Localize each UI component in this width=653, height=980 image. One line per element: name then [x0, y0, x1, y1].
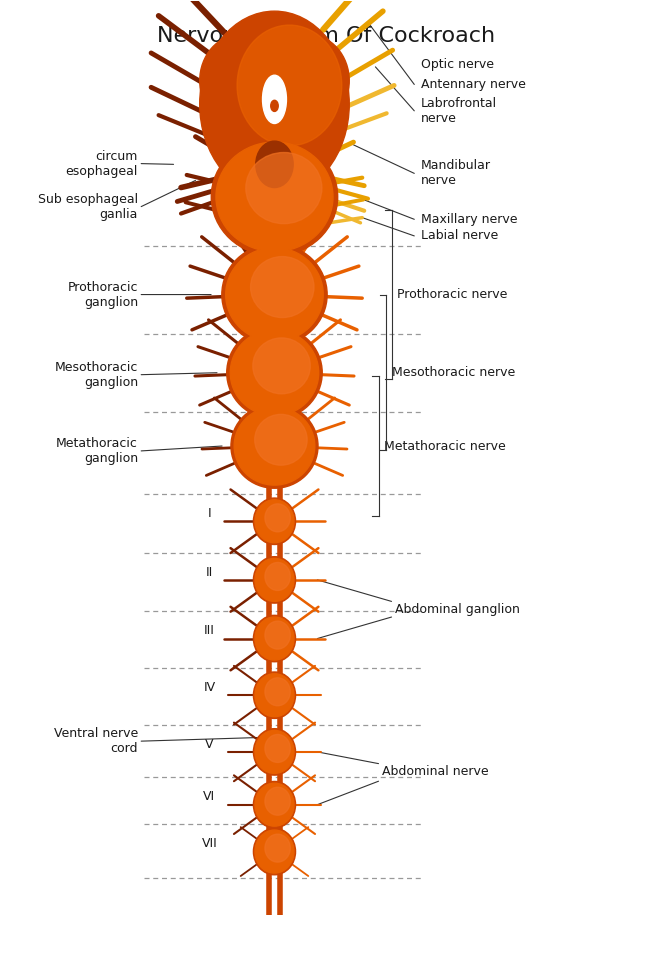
Text: I: I	[208, 507, 212, 520]
Ellipse shape	[231, 404, 318, 488]
Text: VI: VI	[203, 790, 215, 804]
Ellipse shape	[265, 504, 291, 532]
Ellipse shape	[271, 100, 278, 112]
Ellipse shape	[222, 244, 327, 345]
Ellipse shape	[253, 557, 296, 603]
Ellipse shape	[246, 153, 322, 223]
Text: Metathoracic
ganglion: Metathoracic ganglion	[56, 437, 138, 465]
Text: II: II	[206, 565, 213, 578]
Text: Prothoracic
ganglion: Prothoracic ganglion	[67, 280, 138, 309]
Ellipse shape	[253, 338, 310, 394]
Text: Antennary nerve: Antennary nerve	[421, 78, 526, 91]
Ellipse shape	[253, 672, 296, 718]
Ellipse shape	[265, 787, 291, 815]
Text: Optic nerve: Optic nerve	[421, 59, 494, 72]
Ellipse shape	[255, 783, 294, 826]
Text: V: V	[205, 738, 214, 751]
Ellipse shape	[251, 257, 314, 318]
Ellipse shape	[265, 734, 291, 762]
Text: circum
esophageal: circum esophageal	[65, 150, 138, 177]
Ellipse shape	[227, 326, 322, 419]
Ellipse shape	[234, 407, 315, 485]
Text: Sub esophageal
ganlia: Sub esophageal ganlia	[38, 193, 138, 220]
Ellipse shape	[255, 617, 294, 661]
Text: Labrofrontal
nerve: Labrofrontal nerve	[421, 97, 497, 124]
Text: Mesothoracic nerve: Mesothoracic nerve	[392, 367, 515, 379]
Text: VII: VII	[202, 837, 217, 851]
Ellipse shape	[231, 329, 319, 416]
Text: Maxillary nerve: Maxillary nerve	[421, 213, 517, 225]
Ellipse shape	[253, 498, 296, 545]
Ellipse shape	[212, 138, 338, 256]
Ellipse shape	[265, 678, 291, 706]
Ellipse shape	[200, 11, 349, 197]
Ellipse shape	[255, 415, 307, 465]
Ellipse shape	[253, 729, 296, 775]
Text: Ventral nerve
cord: Ventral nerve cord	[54, 727, 138, 756]
Ellipse shape	[265, 834, 291, 862]
Text: Metathoracic nerve: Metathoracic nerve	[384, 439, 505, 453]
Ellipse shape	[253, 615, 296, 662]
Text: Abdominal nerve: Abdominal nerve	[382, 765, 488, 778]
Ellipse shape	[255, 830, 294, 873]
Text: Nervous System Of Cockroach: Nervous System Of Cockroach	[157, 25, 496, 46]
Ellipse shape	[253, 828, 296, 875]
Text: Abdominal ganglion: Abdominal ganglion	[395, 603, 520, 615]
Ellipse shape	[255, 730, 294, 773]
Ellipse shape	[255, 673, 294, 716]
Ellipse shape	[237, 25, 342, 146]
Ellipse shape	[265, 621, 291, 649]
Text: Mesothoracic
ganglion: Mesothoracic ganglion	[55, 361, 138, 389]
Ellipse shape	[255, 559, 294, 602]
Text: III: III	[204, 624, 215, 637]
Ellipse shape	[253, 781, 296, 828]
Text: Mandibular
nerve: Mandibular nerve	[421, 160, 491, 187]
Text: Labial nerve: Labial nerve	[421, 229, 498, 242]
Ellipse shape	[267, 34, 349, 127]
Text: Brain: Brain	[271, 32, 304, 45]
Ellipse shape	[216, 142, 333, 252]
Ellipse shape	[265, 563, 291, 590]
Ellipse shape	[256, 141, 293, 187]
Ellipse shape	[226, 248, 323, 341]
Text: IV: IV	[203, 681, 215, 694]
Ellipse shape	[263, 75, 287, 123]
Ellipse shape	[255, 500, 294, 543]
Text: Prothoracic nerve: Prothoracic nerve	[397, 288, 507, 301]
Ellipse shape	[200, 34, 282, 127]
